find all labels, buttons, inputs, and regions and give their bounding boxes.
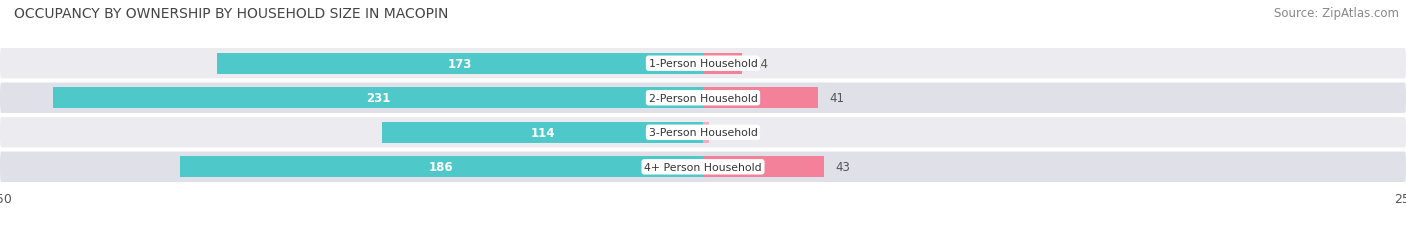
Bar — [703, 53, 742, 75]
Bar — [382, 122, 703, 143]
Text: 43: 43 — [835, 161, 851, 173]
FancyBboxPatch shape — [0, 152, 1406, 182]
Text: 1-Person Household: 1-Person Household — [648, 59, 758, 69]
Bar — [703, 156, 824, 178]
Text: Source: ZipAtlas.com: Source: ZipAtlas.com — [1274, 7, 1399, 20]
Text: 173: 173 — [447, 58, 472, 70]
FancyBboxPatch shape — [0, 118, 1406, 148]
Bar — [217, 53, 703, 75]
Text: OCCUPANCY BY OWNERSHIP BY HOUSEHOLD SIZE IN MACOPIN: OCCUPANCY BY OWNERSHIP BY HOUSEHOLD SIZE… — [14, 7, 449, 21]
Bar — [180, 156, 703, 178]
Bar — [703, 122, 709, 143]
Text: 3-Person Household: 3-Person Household — [648, 128, 758, 138]
Text: 2-Person Household: 2-Person Household — [648, 93, 758, 103]
Text: 41: 41 — [830, 92, 845, 105]
Text: 14: 14 — [754, 58, 769, 70]
Text: 114: 114 — [530, 126, 555, 139]
FancyBboxPatch shape — [0, 83, 1406, 113]
Text: 231: 231 — [366, 92, 391, 105]
FancyBboxPatch shape — [0, 49, 1406, 79]
Bar — [53, 88, 703, 109]
Text: 0: 0 — [714, 126, 721, 139]
Text: 186: 186 — [429, 161, 454, 173]
Bar — [703, 88, 818, 109]
Text: 4+ Person Household: 4+ Person Household — [644, 162, 762, 172]
